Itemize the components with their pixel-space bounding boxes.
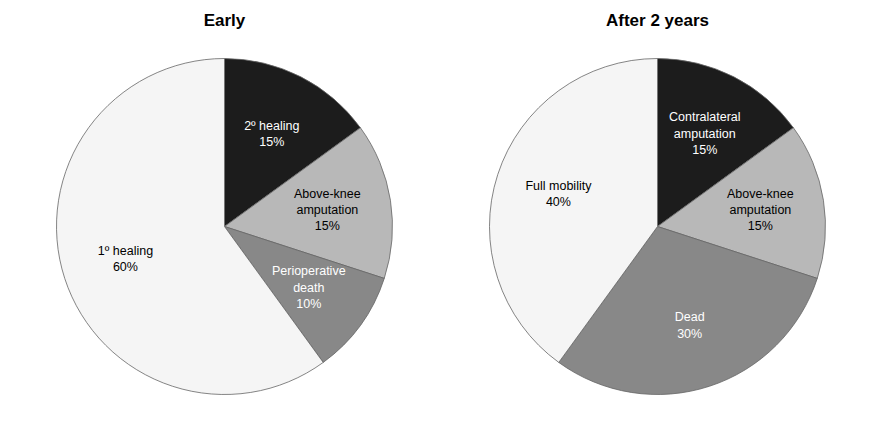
svg-text:Above-kneeamputation15%: Above-kneeamputation15%	[727, 187, 794, 234]
svg-text:1º healing60%: 1º healing60%	[98, 244, 153, 274]
svg-text:Perioperativedeath10%: Perioperativedeath10%	[272, 264, 346, 311]
svg-text:Full mobility40%: Full mobility40%	[525, 179, 592, 209]
svg-text:Contralateralamputation15%: Contralateralamputation15%	[669, 110, 741, 156]
svg-text:2º healing15%: 2º healing15%	[244, 119, 299, 149]
html-text:After 2 years: After 2 years	[606, 11, 709, 30]
svg-text:Above-kneeamputation15%: Above-kneeamputation15%	[294, 187, 361, 234]
svg-text:Dead30%: Dead30%	[675, 310, 705, 340]
html-text:Early: Early	[203, 11, 246, 30]
